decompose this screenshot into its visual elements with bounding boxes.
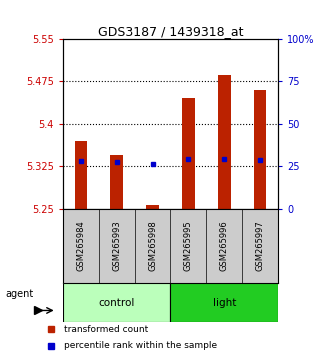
Bar <box>63 283 170 322</box>
Text: GSM265996: GSM265996 <box>220 221 229 272</box>
Bar <box>74 141 87 209</box>
Text: control: control <box>99 298 135 308</box>
Bar <box>111 155 123 209</box>
Bar <box>218 75 230 209</box>
Text: GSM265995: GSM265995 <box>184 221 193 272</box>
Text: transformed count: transformed count <box>64 325 148 334</box>
Text: agent: agent <box>5 289 33 299</box>
Bar <box>254 90 266 209</box>
Bar <box>182 98 195 209</box>
Text: GSM265993: GSM265993 <box>112 221 121 272</box>
Title: GDS3187 / 1439318_at: GDS3187 / 1439318_at <box>98 25 243 38</box>
Text: light: light <box>213 298 236 308</box>
Text: GSM265997: GSM265997 <box>256 221 264 272</box>
Text: GSM265998: GSM265998 <box>148 221 157 272</box>
Bar <box>170 283 278 322</box>
Text: GSM265984: GSM265984 <box>76 221 85 272</box>
Text: percentile rank within the sample: percentile rank within the sample <box>64 341 217 350</box>
Bar <box>146 205 159 209</box>
